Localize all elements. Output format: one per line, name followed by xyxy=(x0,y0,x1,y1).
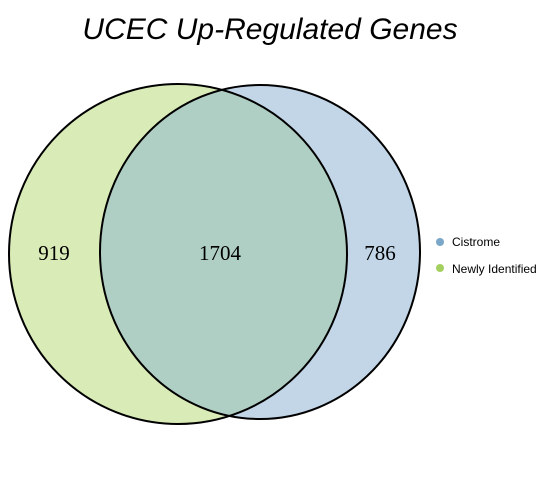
legend-label-cistrome: Cistrome xyxy=(452,235,500,249)
count-newly-identified-only: 919 xyxy=(38,241,70,265)
legend-label-newly-identified: Newly Identified xyxy=(452,262,537,276)
diagram-title: UCEC Up-Regulated Genes xyxy=(82,13,457,46)
count-cistrome-only: 786 xyxy=(364,241,396,265)
cistrome-outline xyxy=(99,84,421,420)
count-both: 1704 xyxy=(199,241,242,265)
legend: Cistrome Newly Identified xyxy=(436,235,537,276)
legend-swatch-newly-identified xyxy=(436,264,444,272)
newly-identified-outline xyxy=(8,83,348,425)
legend-swatch-cistrome xyxy=(436,238,444,246)
